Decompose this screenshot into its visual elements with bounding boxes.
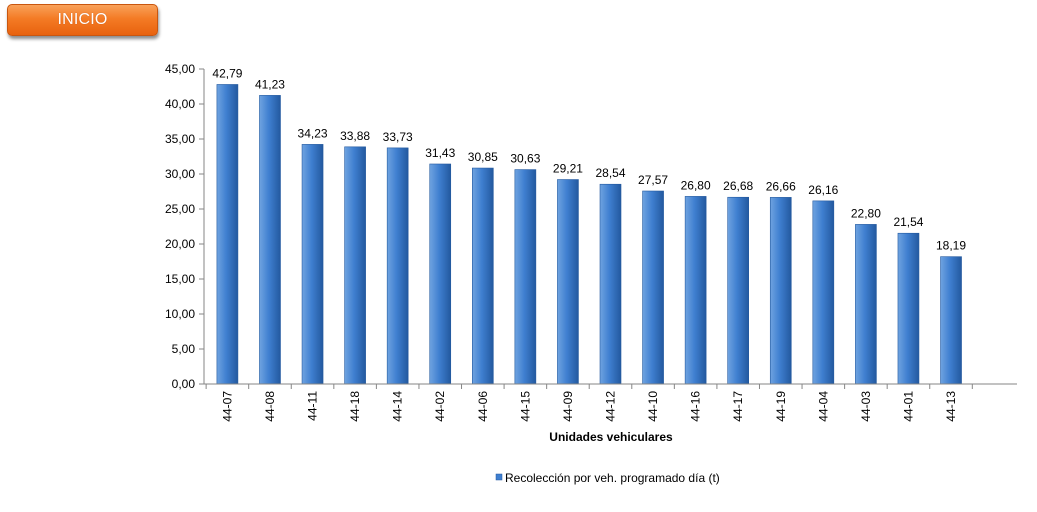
x-tick-label: 44-14 bbox=[391, 391, 405, 422]
bar bbox=[684, 196, 707, 385]
x-tick-label: 44-10 bbox=[646, 391, 660, 422]
x-tick-label: 44-15 bbox=[518, 391, 532, 422]
x-tick-label: 44-02 bbox=[433, 391, 447, 422]
data-label: 27,57 bbox=[638, 173, 668, 187]
data-label: 42,79 bbox=[212, 66, 242, 80]
x-tick-label: 44-03 bbox=[859, 391, 873, 422]
bar bbox=[301, 144, 324, 385]
bar bbox=[429, 163, 452, 385]
bar bbox=[855, 224, 877, 385]
bar bbox=[599, 183, 622, 385]
bar bbox=[940, 256, 962, 385]
y-tick-label: 20,00 bbox=[165, 237, 195, 251]
x-tick-label: 44-01 bbox=[901, 391, 915, 422]
x-tick-label: 44-07 bbox=[220, 391, 234, 422]
y-tick-label: 40,00 bbox=[165, 97, 195, 111]
bar bbox=[259, 95, 281, 385]
data-label: 30,85 bbox=[468, 150, 498, 164]
data-label: 33,73 bbox=[383, 130, 413, 144]
y-tick-label: 30,00 bbox=[165, 167, 195, 181]
data-label: 21,54 bbox=[893, 215, 923, 229]
legend-swatch bbox=[495, 473, 503, 481]
bar bbox=[472, 167, 494, 385]
x-tick-label: 44-08 bbox=[263, 391, 277, 422]
bar bbox=[812, 200, 835, 385]
bar bbox=[727, 196, 749, 385]
bar bbox=[514, 169, 537, 385]
x-axis: 44-07 44-08 44-11 44-18 44-14 44-02 44-06 44-15… bbox=[204, 383, 1017, 422]
x-tick-label: 44-04 bbox=[816, 391, 830, 422]
data-label: 18,19 bbox=[936, 239, 966, 253]
data-label: 26,80 bbox=[681, 178, 711, 192]
bar bbox=[344, 146, 366, 385]
bar bbox=[216, 84, 239, 385]
data-label: 41,23 bbox=[255, 77, 285, 91]
x-tick-label: 44-12 bbox=[604, 391, 618, 422]
bar bbox=[897, 232, 920, 385]
data-label: 33,88 bbox=[340, 129, 370, 143]
bar bbox=[769, 197, 792, 385]
data-label: 26,66 bbox=[766, 179, 796, 193]
x-axis-title: Unidades vehiculares bbox=[549, 430, 673, 444]
y-tick-label: 10,00 bbox=[165, 307, 195, 321]
y-tick-label: 25,00 bbox=[165, 202, 195, 216]
bar bbox=[642, 190, 664, 385]
legend-label: Recolección por veh. programado día (t) bbox=[505, 471, 720, 485]
legend: Recolección por veh. programado día (t) bbox=[495, 471, 720, 485]
inicio-button[interactable]: INICIO bbox=[7, 4, 158, 36]
bar bbox=[386, 147, 409, 385]
data-label: 26,16 bbox=[808, 183, 838, 197]
y-tick-label: 35,00 bbox=[165, 132, 195, 146]
data-label: 28,54 bbox=[595, 166, 625, 180]
x-tick-label: 44-18 bbox=[348, 391, 362, 422]
y-axis: 0,00 5,00 10,00 15,00 20,00 25,00 30,00 35,00 40… bbox=[165, 62, 205, 391]
x-tick-label: 44-09 bbox=[561, 391, 575, 422]
x-tick-label: 44-16 bbox=[689, 391, 703, 422]
x-tick-label: 44-19 bbox=[774, 391, 788, 422]
bar bbox=[557, 179, 579, 385]
y-tick-label: 5,00 bbox=[172, 342, 196, 356]
data-label: 26,68 bbox=[723, 179, 753, 193]
bars: 42,79 41,23 34,23 33,88 33,73 31,43 30,85 30,63… bbox=[212, 66, 966, 385]
data-label: 30,63 bbox=[510, 152, 540, 166]
data-label: 29,21 bbox=[553, 162, 583, 176]
x-tick-label: 44-11 bbox=[306, 391, 320, 421]
y-tick-label: 45,00 bbox=[165, 62, 195, 76]
data-label: 22,80 bbox=[851, 206, 881, 220]
x-tick-label: 44-06 bbox=[476, 391, 490, 422]
x-tick-label: 44-13 bbox=[944, 391, 958, 422]
y-tick-label: 0,00 bbox=[172, 377, 196, 391]
x-tick-label: 44-17 bbox=[731, 391, 745, 422]
data-label: 31,43 bbox=[425, 146, 455, 160]
y-tick-label: 15,00 bbox=[165, 272, 195, 286]
data-label: 34,23 bbox=[298, 126, 328, 140]
